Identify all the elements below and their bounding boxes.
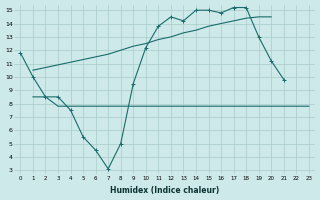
X-axis label: Humidex (Indice chaleur): Humidex (Indice chaleur) — [110, 186, 219, 195]
